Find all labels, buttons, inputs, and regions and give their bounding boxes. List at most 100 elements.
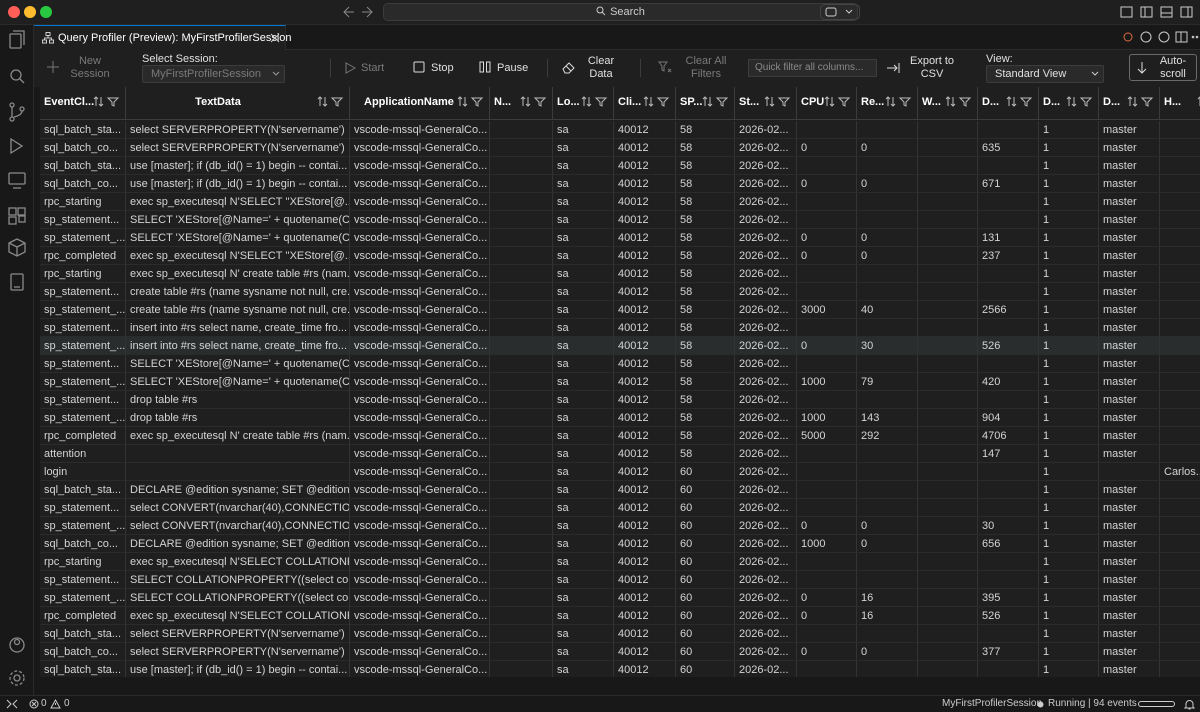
sort-filter-icons[interactable] xyxy=(945,96,973,108)
event-row[interactable]: rpc_starting exec sp_executesql N'SELECT … xyxy=(40,193,1200,211)
grid-cell: 58 xyxy=(676,283,735,301)
event-row[interactable]: rpc_completed exec sp_executesql N' creat… xyxy=(40,427,1200,445)
start-button[interactable]: Start xyxy=(361,62,385,74)
grid-cell: vscode-mssql-GeneralCo... xyxy=(350,139,490,157)
column-header[interactable]: N... xyxy=(490,87,553,120)
event-row[interactable]: sp_statement_... insert into #rs select n… xyxy=(40,337,1200,355)
close-window[interactable] xyxy=(8,6,20,18)
sort-filter-icons[interactable] xyxy=(764,96,792,108)
session-dropdown[interactable]: MyFirstProfilerSession xyxy=(142,65,285,83)
copilot-button[interactable] xyxy=(820,4,860,20)
event-row[interactable]: sp_statement_... SELECT 'XEStore[@Name=' … xyxy=(40,373,1200,391)
event-row[interactable]: rpc_starting exec sp_executesql N' create… xyxy=(40,265,1200,283)
command-search[interactable]: Search xyxy=(383,3,858,21)
editor-tab[interactable]: Query Profiler (Preview): MyFirstProfile… xyxy=(34,25,292,50)
event-row[interactable]: sql_batch_co... select SERVERPROPERTY(N's… xyxy=(40,643,1200,661)
event-row[interactable]: sp_statement_... SELECT 'XEStore[@Name=' … xyxy=(40,229,1200,247)
event-row[interactable]: sql_batch_co... use [master]; if (db_id()… xyxy=(40,175,1200,193)
grid-cell: sp_statement... xyxy=(40,571,126,589)
clear-all-filters-button[interactable]: Clear All Filters xyxy=(685,55,727,80)
column-header[interactable]: CPU xyxy=(797,87,857,120)
event-row[interactable]: sql_batch_co... select SERVERPROPERTY(N's… xyxy=(40,139,1200,157)
event-row[interactable]: sp_statement_... drop table #rs vscode-mss… xyxy=(40,409,1200,427)
column-header[interactable]: H... xyxy=(1160,87,1200,120)
event-row[interactable]: sp_statement_... select CONVERT(nvarchar(… xyxy=(40,517,1200,535)
grid-cell: drop table #rs xyxy=(126,409,350,427)
column-header[interactable]: SP... xyxy=(676,87,735,120)
clear-data-button[interactable]: Clear Data xyxy=(587,55,615,80)
status-bar: 0 0 MyFirstProfilerSession Running | 94 … xyxy=(0,695,1200,712)
activity-icons[interactable] xyxy=(0,25,34,695)
event-row[interactable]: sql_batch_sta... DECLARE @edition sysname… xyxy=(40,481,1200,499)
column-header[interactable]: TextData xyxy=(126,87,350,120)
column-header[interactable]: W... xyxy=(918,87,978,120)
grid-cell: SELECT 'XEStore[@Name=' + quotename(C... xyxy=(126,229,350,247)
export-csv-button[interactable]: Export to CSV xyxy=(909,55,955,80)
zoom-window[interactable] xyxy=(40,6,52,18)
sort-filter-icons[interactable] xyxy=(702,96,730,108)
event-row[interactable]: sql_batch_co... DECLARE @edition sysname;… xyxy=(40,535,1200,553)
grid-cell: attention xyxy=(40,445,126,463)
stop-button[interactable]: Stop xyxy=(431,62,454,74)
sort-filter-icons[interactable] xyxy=(520,96,548,108)
tab-close[interactable] xyxy=(270,33,280,43)
event-row[interactable]: sql_batch_sta... select SERVERPROPERTY(N'… xyxy=(40,121,1200,139)
grid-cell xyxy=(918,247,978,265)
event-row[interactable]: login vscode-mssql-GeneralCo... sa 40012 60 2… xyxy=(40,463,1200,481)
sort-filter-icons[interactable] xyxy=(885,96,913,108)
event-row[interactable]: sql_batch_sta... use [master]; if (db_id(… xyxy=(40,661,1200,677)
grid-cell xyxy=(126,463,350,481)
error-count[interactable]: 0 xyxy=(41,698,47,709)
quick-filter-input[interactable]: Quick filter all columns... xyxy=(748,59,877,77)
sort-filter-icons[interactable] xyxy=(1006,96,1034,108)
event-row[interactable]: sql_batch_sta... select SERVERPROPERTY(N'… xyxy=(40,625,1200,643)
layout-controls[interactable] xyxy=(1120,6,1196,19)
column-header[interactable]: Cli... xyxy=(614,87,676,120)
event-row[interactable]: sp_statement... SELECT 'XEStore[@Name=' +… xyxy=(40,211,1200,229)
column-header[interactable]: ApplicationName xyxy=(350,87,490,120)
event-row[interactable]: sp_statement... select CONVERT(nvarchar(4… xyxy=(40,499,1200,517)
sort-filter-icons[interactable] xyxy=(457,96,485,108)
minimize-window[interactable] xyxy=(24,6,36,18)
sort-filter-icons[interactable] xyxy=(317,96,345,108)
event-row[interactable]: attention vscode-mssql-GeneralCo... sa 4001… xyxy=(40,445,1200,463)
grid-cell xyxy=(918,193,978,211)
event-row[interactable]: sql_batch_sta... use [master]; if (db_id(… xyxy=(40,157,1200,175)
column-header[interactable]: St... xyxy=(735,87,797,120)
event-row[interactable]: sp_statement... create table #rs (name sy… xyxy=(40,283,1200,301)
auto-scroll-button[interactable]: Auto-scroll xyxy=(1129,54,1197,81)
new-session-button[interactable]: New Session xyxy=(70,55,110,80)
sort-filter-icons[interactable] xyxy=(93,96,121,108)
event-row[interactable]: sp_statement... SELECT 'XEStore[@Name=' +… xyxy=(40,355,1200,373)
column-header[interactable]: Re... xyxy=(857,87,918,120)
notifications-icon[interactable] xyxy=(1184,699,1195,710)
nav-arrows[interactable] xyxy=(340,5,376,19)
event-row[interactable]: sp_statement_... SELECT COLLATIONPROPERTY… xyxy=(40,589,1200,607)
sort-filter-icons[interactable] xyxy=(643,96,671,108)
column-header[interactable]: D... xyxy=(1099,87,1160,120)
event-row[interactable]: sp_statement... drop table #rs vscode-mssq… xyxy=(40,391,1200,409)
event-row[interactable]: rpc_completed exec sp_executesql N'SELECT… xyxy=(40,607,1200,625)
view-dropdown[interactable]: Standard View xyxy=(986,65,1104,83)
pause-button[interactable]: Pause xyxy=(497,62,529,74)
event-row[interactable]: rpc_starting exec sp_executesql N'SELECT … xyxy=(40,553,1200,571)
event-row[interactable]: sp_statement_... create table #rs (name s… xyxy=(40,301,1200,319)
grid-cell xyxy=(1160,301,1200,319)
column-header[interactable]: D... xyxy=(1039,87,1099,120)
grid-cell: 40012 xyxy=(614,373,676,391)
sort-filter-icons[interactable] xyxy=(1066,96,1094,108)
separator xyxy=(547,59,548,77)
sort-filter-icons[interactable] xyxy=(824,96,852,108)
column-header[interactable]: Lo... xyxy=(553,87,614,120)
remote-icon[interactable] xyxy=(6,699,18,710)
event-row[interactable]: sp_statement... SELECT COLLATIONPROPERTY(… xyxy=(40,571,1200,589)
warning-count[interactable]: 0 xyxy=(64,698,70,709)
column-header[interactable]: D... xyxy=(978,87,1039,120)
column-header[interactable]: EventCl... xyxy=(40,87,126,120)
editor-actions[interactable] xyxy=(1120,31,1200,44)
event-row[interactable]: sp_statement... insert into #rs select na… xyxy=(40,319,1200,337)
sort-filter-icons[interactable] xyxy=(581,96,609,108)
sort-filter-icons[interactable] xyxy=(1127,96,1155,108)
grid-cell xyxy=(490,175,553,193)
event-row[interactable]: rpc_completed exec sp_executesql N'SELECT… xyxy=(40,247,1200,265)
